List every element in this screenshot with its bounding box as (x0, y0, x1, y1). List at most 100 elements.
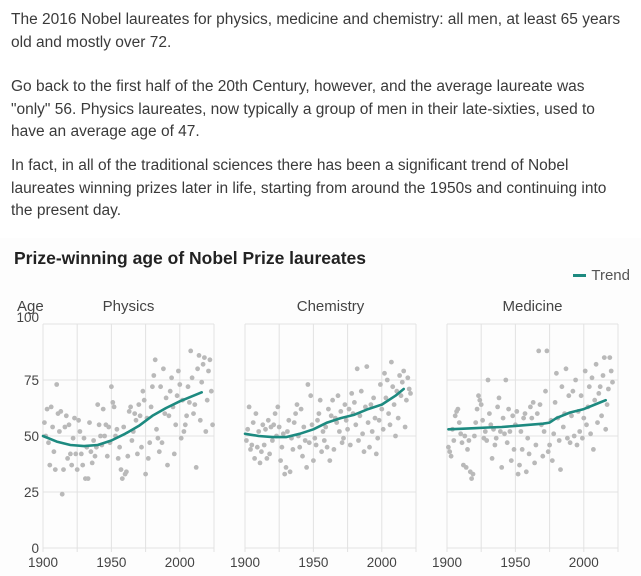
physics-data-point (148, 404, 154, 410)
intro-paragraph-2: Go back to the first half of the 20th Ce… (11, 78, 595, 140)
chemistry-data-point (315, 417, 320, 423)
medicine-data-point (574, 442, 580, 448)
chemistry-data-point (408, 391, 413, 396)
medicine-data-point (503, 377, 509, 383)
physics-data-point (150, 384, 155, 390)
chemistry-data-point (267, 451, 272, 457)
chemistry-data-point (254, 444, 260, 450)
medicine-data-point (593, 361, 599, 367)
chemistry-data-point (298, 406, 304, 412)
physics-data-point (118, 467, 124, 472)
medicine-data-point (500, 415, 506, 421)
chemistry-data-point (326, 406, 331, 412)
chemistry-data-point (272, 411, 278, 416)
medicine-panel-title: Medicine (502, 298, 562, 315)
medicine-data-point (446, 444, 451, 450)
physics-x-tick-label: 1950 (96, 555, 126, 570)
medicine-trend-line (447, 398, 607, 431)
chemistry-data-point (305, 382, 311, 387)
physics-data-point (171, 451, 177, 457)
medicine-data-point (519, 447, 525, 452)
medicine-data-point (533, 442, 539, 448)
chemistry-data-point (372, 415, 378, 421)
physics-data-point (203, 429, 209, 434)
physics-data-point (66, 422, 72, 428)
physics-data-point (54, 382, 60, 387)
medicine-data-point (484, 438, 490, 443)
chemistry-data-point (331, 447, 337, 452)
chemistry-data-point (395, 415, 401, 421)
physics-data-point (58, 409, 64, 414)
chemistry-data-point (259, 449, 264, 455)
chemistry-data-point (280, 431, 286, 437)
chemistry-data-point (291, 420, 297, 425)
chemistry-data-point (360, 431, 365, 437)
medicine-data-point (488, 422, 494, 428)
y-tick-label: 100 (16, 310, 39, 325)
chemistry-data-point (341, 435, 346, 441)
physics-data-point (85, 476, 91, 481)
medicine-data-point (589, 375, 595, 381)
physics-data-point (77, 429, 83, 434)
chemistry-data-point (257, 460, 263, 466)
physics-data-point (59, 491, 65, 497)
physics-data-point (78, 451, 84, 457)
chemistry-data-point (402, 424, 408, 430)
chemistry-data-point (309, 422, 315, 428)
physics-data-point (200, 361, 206, 367)
medicine-data-point (465, 447, 470, 452)
chemistry-data-point (404, 397, 409, 403)
chemistry-data-point (356, 438, 361, 443)
medicine-data-point (581, 415, 587, 421)
chemistry-data-point (384, 377, 390, 383)
chemistry-data-point (401, 368, 407, 374)
chemistry-data-point (301, 424, 307, 430)
physics-data-point (119, 476, 125, 481)
physics-data-point (81, 435, 87, 441)
physics-data-point (184, 413, 190, 419)
physics-data-point (109, 384, 114, 390)
medicine-data-point (515, 471, 521, 477)
chemistry-data-point (379, 406, 385, 412)
chemistry-trend-line (243, 387, 405, 439)
medicine-data-point (451, 438, 457, 443)
medicine-data-point (498, 429, 503, 434)
chemistry-data-point (323, 424, 329, 430)
medicine-data-point (447, 449, 453, 455)
chemistry-data-point (246, 404, 252, 410)
chemistry-data-point (347, 442, 353, 448)
physics-data-point (133, 417, 139, 423)
medicine-data-point (492, 442, 498, 448)
chemistry-data-point (311, 458, 316, 463)
chemistry-data-point (324, 444, 330, 450)
physics-data-point (44, 406, 50, 412)
physics-data-point (114, 426, 120, 432)
intro-paragraph-1: The 2016 Nobel laureates for physics, me… (11, 11, 621, 51)
medicine-data-point (526, 451, 532, 457)
medicine-data-point (462, 433, 468, 439)
physics-data-point (42, 420, 47, 425)
chemistry-data-point (328, 413, 334, 419)
physics-data-point (72, 415, 77, 421)
medicine-data-point (601, 355, 607, 360)
medicine-data-point (537, 402, 543, 407)
chemistry-data-point (369, 429, 375, 434)
chemistry-data-point (290, 447, 296, 452)
physics-data-point (147, 440, 153, 446)
physics-data-point (61, 467, 66, 472)
physics-data-point (47, 462, 53, 468)
chemistry-data-point (365, 420, 371, 425)
medicine-data-point (463, 465, 469, 470)
physics-data-point (139, 444, 144, 450)
chemistry-data-point (261, 442, 267, 448)
physics-data-point (74, 467, 80, 472)
chemistry-data-point (375, 435, 381, 441)
physics-data-point (202, 355, 207, 360)
physics-x-tick-label: 1900 (28, 555, 58, 570)
physics-data-point (187, 400, 192, 405)
physics-panel-title: Physics (103, 298, 155, 315)
chemistry-data-point (330, 397, 335, 403)
chemistry-data-point (387, 422, 393, 428)
medicine-data-point (565, 435, 570, 441)
chemistry-data-point (393, 433, 398, 439)
